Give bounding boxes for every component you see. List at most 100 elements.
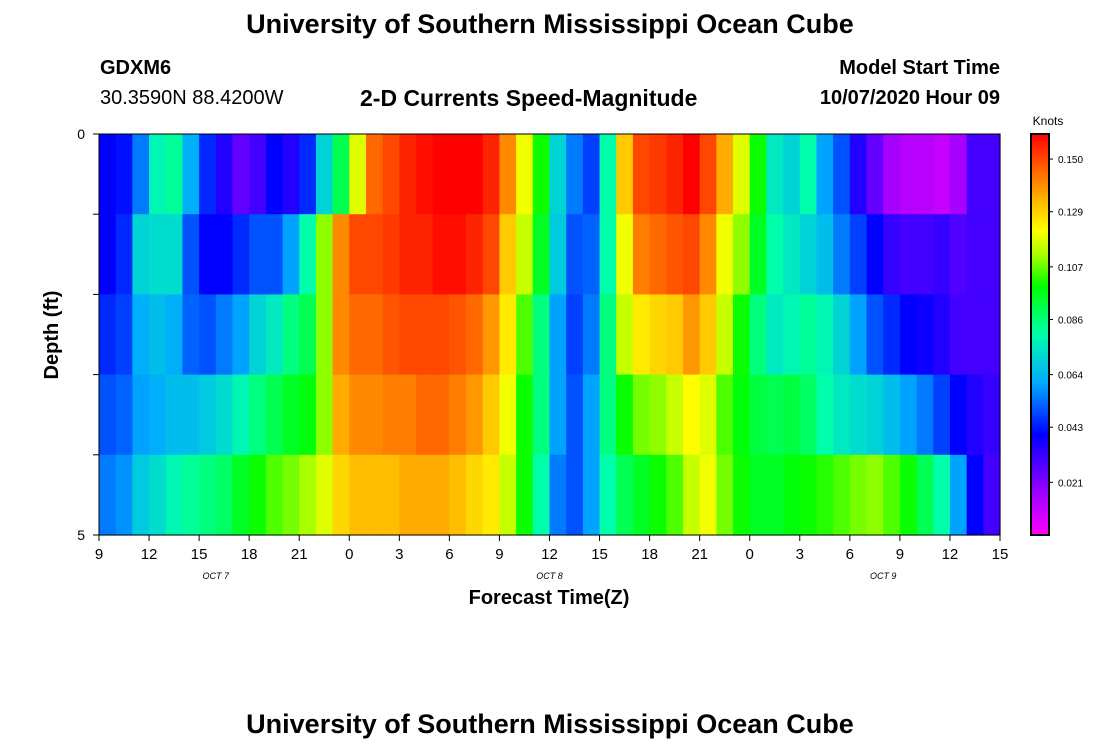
heatmap-cell: [632, 134, 651, 215]
heatmap-cell: [132, 214, 150, 295]
heatmap-cell: [766, 454, 784, 536]
heatmap-cell: [632, 214, 651, 295]
heatmap-cell: [766, 214, 784, 295]
heatmap-cell: [783, 214, 801, 295]
heatmap-cell: [499, 294, 517, 376]
heatmap-cell: [966, 134, 984, 215]
x-tick-label: 6: [445, 546, 453, 563]
heatmap-cell: [382, 294, 400, 376]
heatmap-cell: [866, 374, 884, 456]
heatmap-cell: [699, 134, 717, 215]
heatmap-cell: [115, 374, 133, 456]
heatmap-cell: [299, 374, 317, 456]
heatmap-cell: [416, 134, 434, 215]
heatmap-cell: [165, 214, 184, 295]
heatmap-cell: [916, 134, 934, 215]
heatmap-cell: [833, 214, 851, 295]
heatmap-cell: [916, 294, 934, 376]
heatmap-cell: [699, 294, 717, 376]
heatmap-cell: [682, 294, 701, 376]
heatmap-cell: [766, 294, 784, 376]
heatmap-cell: [432, 454, 450, 536]
heatmap-cell: [699, 374, 717, 456]
heatmap-cell: [199, 134, 217, 215]
heatmap-cell: [199, 214, 217, 295]
heatmap-cell: [516, 134, 534, 215]
heatmap-cell: [933, 374, 951, 456]
heatmap-cell: [833, 374, 851, 456]
heatmap-cell: [749, 214, 768, 295]
heatmap-cell: [132, 454, 150, 536]
heatmap-cell: [132, 374, 150, 456]
x-tick-label: 18: [641, 546, 658, 563]
colorbar: [1030, 133, 1050, 536]
heatmap-cell: [215, 294, 234, 376]
heatmap-cell: [315, 454, 334, 536]
heatmap-cell: [616, 294, 634, 376]
heatmap-cell: [365, 294, 384, 376]
heatmap-cell: [349, 374, 367, 456]
heatmap-cell: [599, 374, 617, 456]
x-tick-label: 0: [345, 546, 353, 563]
heatmap-cell: [532, 134, 551, 215]
heatmap-cell: [165, 294, 184, 376]
heatmap-cell: [249, 374, 267, 456]
heatmap-cell: [916, 374, 934, 456]
heatmap-cell: [666, 454, 684, 536]
heatmap-cell: [849, 294, 868, 376]
heatmap-cell: [916, 214, 934, 295]
colorbar-tick-label: 0.150: [1058, 155, 1083, 166]
heatmap-cell: [933, 454, 951, 536]
heatmap-cell: [299, 454, 317, 536]
heatmap-cell: [399, 374, 417, 456]
heatmap-cell: [766, 134, 784, 215]
heatmap-cell: [632, 294, 651, 376]
heatmap-cell: [883, 134, 901, 215]
heatmap-cell: [949, 454, 968, 536]
heatmap-cell: [182, 134, 200, 215]
heatmap-cell: [582, 214, 601, 295]
heatmap-cell: [783, 134, 801, 215]
heatmap-cell: [449, 134, 467, 215]
heatmap-cell: [866, 134, 884, 215]
heatmap-cell: [282, 294, 300, 376]
heatmap-cell: [716, 294, 734, 376]
heatmap-cell: [399, 214, 417, 295]
heatmap-cell: [966, 454, 984, 536]
x-tick-label: 6: [846, 546, 854, 563]
heatmap-cell: [899, 454, 918, 536]
heatmap-cell: [215, 214, 234, 295]
heatmap-cell: [933, 134, 951, 215]
heatmap-cell: [466, 214, 484, 295]
heatmap-cell: [516, 214, 534, 295]
heatmap-cell: [99, 454, 117, 536]
colorbar-tick-label: 0.021: [1058, 478, 1083, 489]
heatmap-cell: [883, 374, 901, 456]
heatmap-cell: [983, 214, 1001, 295]
heatmap-cell: [99, 134, 117, 215]
heatmap-cell: [816, 134, 834, 215]
heatmap-cell: [516, 374, 534, 456]
heatmap-cell: [566, 214, 584, 295]
heatmap-cell: [666, 134, 684, 215]
heatmap-chart: 9 12 15 18 21 0 3 6 9 12 15 18 21 0 3 6 9 12 15 05 OCT 7 OC…: [41, 114, 1083, 609]
heatmap-cell: [416, 374, 434, 456]
heatmap-cell: [916, 454, 934, 536]
heatmap-cell: [949, 214, 968, 295]
heatmap-cell: [699, 454, 717, 536]
x-tick-label: 9: [95, 546, 103, 563]
heatmap-cell: [716, 374, 734, 456]
heatmap-cell: [182, 214, 200, 295]
heatmap-cell: [616, 134, 634, 215]
heatmap-cell: [349, 214, 367, 295]
heatmap-cell: [416, 214, 434, 295]
heatmap-cell: [482, 374, 501, 456]
heatmap-cell: [282, 134, 300, 215]
heatmap-cell: [449, 374, 467, 456]
heatmap-cell: [349, 294, 367, 376]
heatmap-cell: [799, 374, 818, 456]
heatmap-cell: [132, 134, 150, 215]
x-tick-label: 12: [541, 546, 558, 563]
heatmap-cell: [282, 454, 300, 536]
heatmap-cell: [716, 134, 734, 215]
